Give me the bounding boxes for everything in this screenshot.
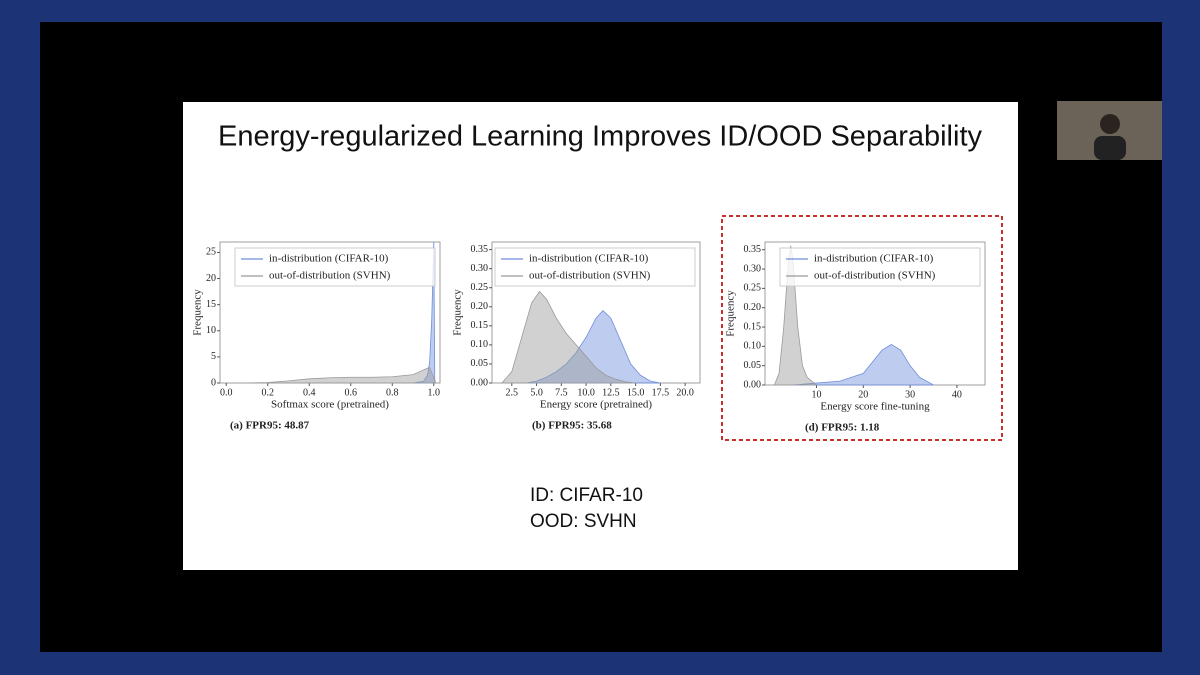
y-axis-label: Frequency: [192, 289, 204, 336]
y-tick-label: 10: [206, 325, 216, 336]
x-tick-label: 15.0: [627, 387, 645, 398]
y-tick-label: 0.30: [471, 263, 489, 274]
legend-label: out-of-distribution (SVHN): [269, 270, 391, 282]
x-tick-label: 0.4: [303, 387, 316, 398]
x-tick-label: 10: [811, 389, 821, 400]
x-tick-label: 40: [952, 389, 962, 400]
y-tick-label: 0.15: [471, 320, 489, 331]
x-tick-label: 30: [905, 389, 915, 400]
legend-label: in-distribution (CIFAR-10): [529, 253, 649, 265]
x-tick-label: 5.0: [530, 387, 543, 398]
y-tick-label: 0.35: [744, 244, 762, 255]
participant-body: [1094, 136, 1126, 160]
x-axis-label: Energy score (pretrained): [540, 399, 653, 411]
legend-label: out-of-distribution (SVHN): [529, 270, 651, 282]
y-tick-label: 0.05: [471, 358, 489, 369]
slide-title: Energy-regularized Learning Improves ID/…: [218, 121, 983, 153]
x-tick-label: 1.0: [428, 387, 441, 398]
x-tick-label: 2.5: [506, 387, 519, 398]
legend: [779, 247, 981, 287]
y-tick-label: 0.20: [744, 302, 762, 313]
x-tick-label: 0.0: [220, 387, 233, 398]
y-tick-label: 0: [211, 377, 216, 388]
y-tick-label: 0.00: [471, 377, 489, 388]
x-axis-label: Energy score fine-tuning: [820, 401, 930, 413]
y-tick-label: 0.00: [744, 379, 762, 390]
legend-label: in-distribution (CIFAR-10): [269, 253, 389, 265]
y-tick-label: 0.05: [744, 360, 762, 371]
y-tick-label: 0.20: [471, 301, 489, 312]
legend-label: out-of-distribution (SVHN): [814, 270, 936, 282]
x-tick-label: 0.2: [261, 387, 274, 398]
y-tick-label: 20: [206, 273, 216, 284]
legend-label: in-distribution (CIFAR-10): [814, 253, 934, 265]
y-tick-label: 15: [206, 299, 216, 310]
y-tick-label: 5: [211, 351, 216, 362]
x-tick-label: 12.5: [602, 387, 620, 398]
density-area: [501, 290, 636, 384]
legend: [494, 247, 696, 287]
y-tick-label: 0.10: [744, 341, 762, 352]
note: OOD: SVHN: [530, 511, 637, 532]
caption: (b) FPR95: 35.68: [532, 420, 612, 432]
x-tick-label: 0.6: [345, 387, 358, 398]
highlight-box: [721, 215, 1003, 441]
y-tick-label: 0.25: [471, 282, 489, 293]
legend: [234, 247, 436, 287]
density-area: [246, 366, 437, 384]
x-tick-label: 20.0: [676, 387, 694, 398]
y-tick-label: 25: [206, 247, 216, 258]
x-tick-label: 7.5: [555, 387, 568, 398]
density-area: [526, 310, 661, 384]
x-tick-label: 0.8: [386, 387, 399, 398]
y-tick-label: 0.25: [744, 283, 762, 294]
y-tick-label: 0.35: [471, 244, 489, 255]
density-area: [793, 343, 934, 386]
y-tick-label: 0.30: [744, 263, 762, 274]
slide: [183, 102, 1018, 570]
participant-head: [1100, 114, 1120, 134]
x-tick-label: 20: [858, 389, 868, 400]
density-area: [412, 241, 436, 384]
y-axis-label: Frequency: [452, 289, 464, 336]
caption: (a) FPR95: 48.87: [230, 420, 310, 432]
y-tick-label: 0.10: [471, 339, 489, 350]
x-axis-label: Softmax score (pretrained): [271, 399, 389, 411]
caption: (d) FPR95: 1.18: [805, 422, 880, 434]
x-tick-label: 17.5: [652, 387, 670, 398]
y-tick-label: 0.15: [744, 321, 762, 332]
note: ID: CIFAR-10: [530, 485, 643, 506]
y-axis-label: Frequency: [725, 290, 737, 337]
x-tick-label: 10.0: [577, 387, 595, 398]
